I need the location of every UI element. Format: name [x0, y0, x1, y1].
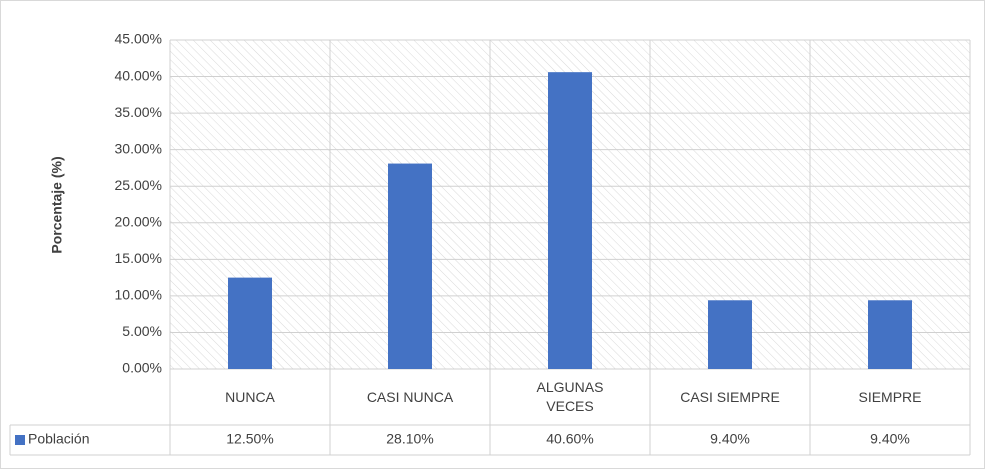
x-tick-label: SIEMPRE: [858, 388, 922, 405]
x-tick-label-box: ALGUNAS VECES: [536, 379, 604, 414]
x-tick-label-box: NUNCA: [225, 388, 275, 405]
legend-key: [15, 435, 25, 445]
x-tick-label: CASI SIEMPRE: [680, 388, 780, 405]
y-tick-label: 0.00%: [122, 360, 162, 376]
bar: [548, 72, 592, 370]
y-tick-label: 35.00%: [115, 104, 162, 120]
data-table-value: 28.10%: [386, 431, 433, 447]
x-tick-label: CASI NUNCA: [366, 388, 454, 405]
y-axis-title: Porcentaje (%): [49, 156, 65, 253]
x-tick-label-box: SIEMPRE: [858, 388, 922, 405]
bar: [388, 163, 432, 369]
bar: [228, 277, 272, 369]
y-tick-label: 30.00%: [115, 140, 162, 156]
data-table-value: 9.40%: [870, 431, 910, 447]
y-tick-label: 5.00%: [122, 323, 162, 339]
bar: [708, 300, 752, 369]
x-tick-label: NUNCA: [225, 388, 275, 405]
y-tick-label: 20.00%: [115, 213, 162, 229]
data-table-value: 12.50%: [226, 431, 273, 447]
legend-label: Población: [28, 431, 90, 447]
data-table-value: 9.40%: [710, 431, 750, 447]
y-tick-label: 10.00%: [115, 287, 162, 303]
data-table-value: 40.60%: [546, 431, 593, 447]
bar: [868, 300, 912, 369]
y-tick-label: 25.00%: [115, 177, 162, 193]
x-tick-label: ALGUNAS VECES: [536, 379, 604, 414]
x-tick-label-box: CASI NUNCA: [366, 388, 454, 405]
y-tick-label: 15.00%: [115, 250, 162, 266]
x-tick-label-box: CASI SIEMPRE: [680, 388, 780, 405]
y-tick-label: 40.00%: [115, 67, 162, 83]
y-tick-label: 45.00%: [115, 31, 162, 47]
